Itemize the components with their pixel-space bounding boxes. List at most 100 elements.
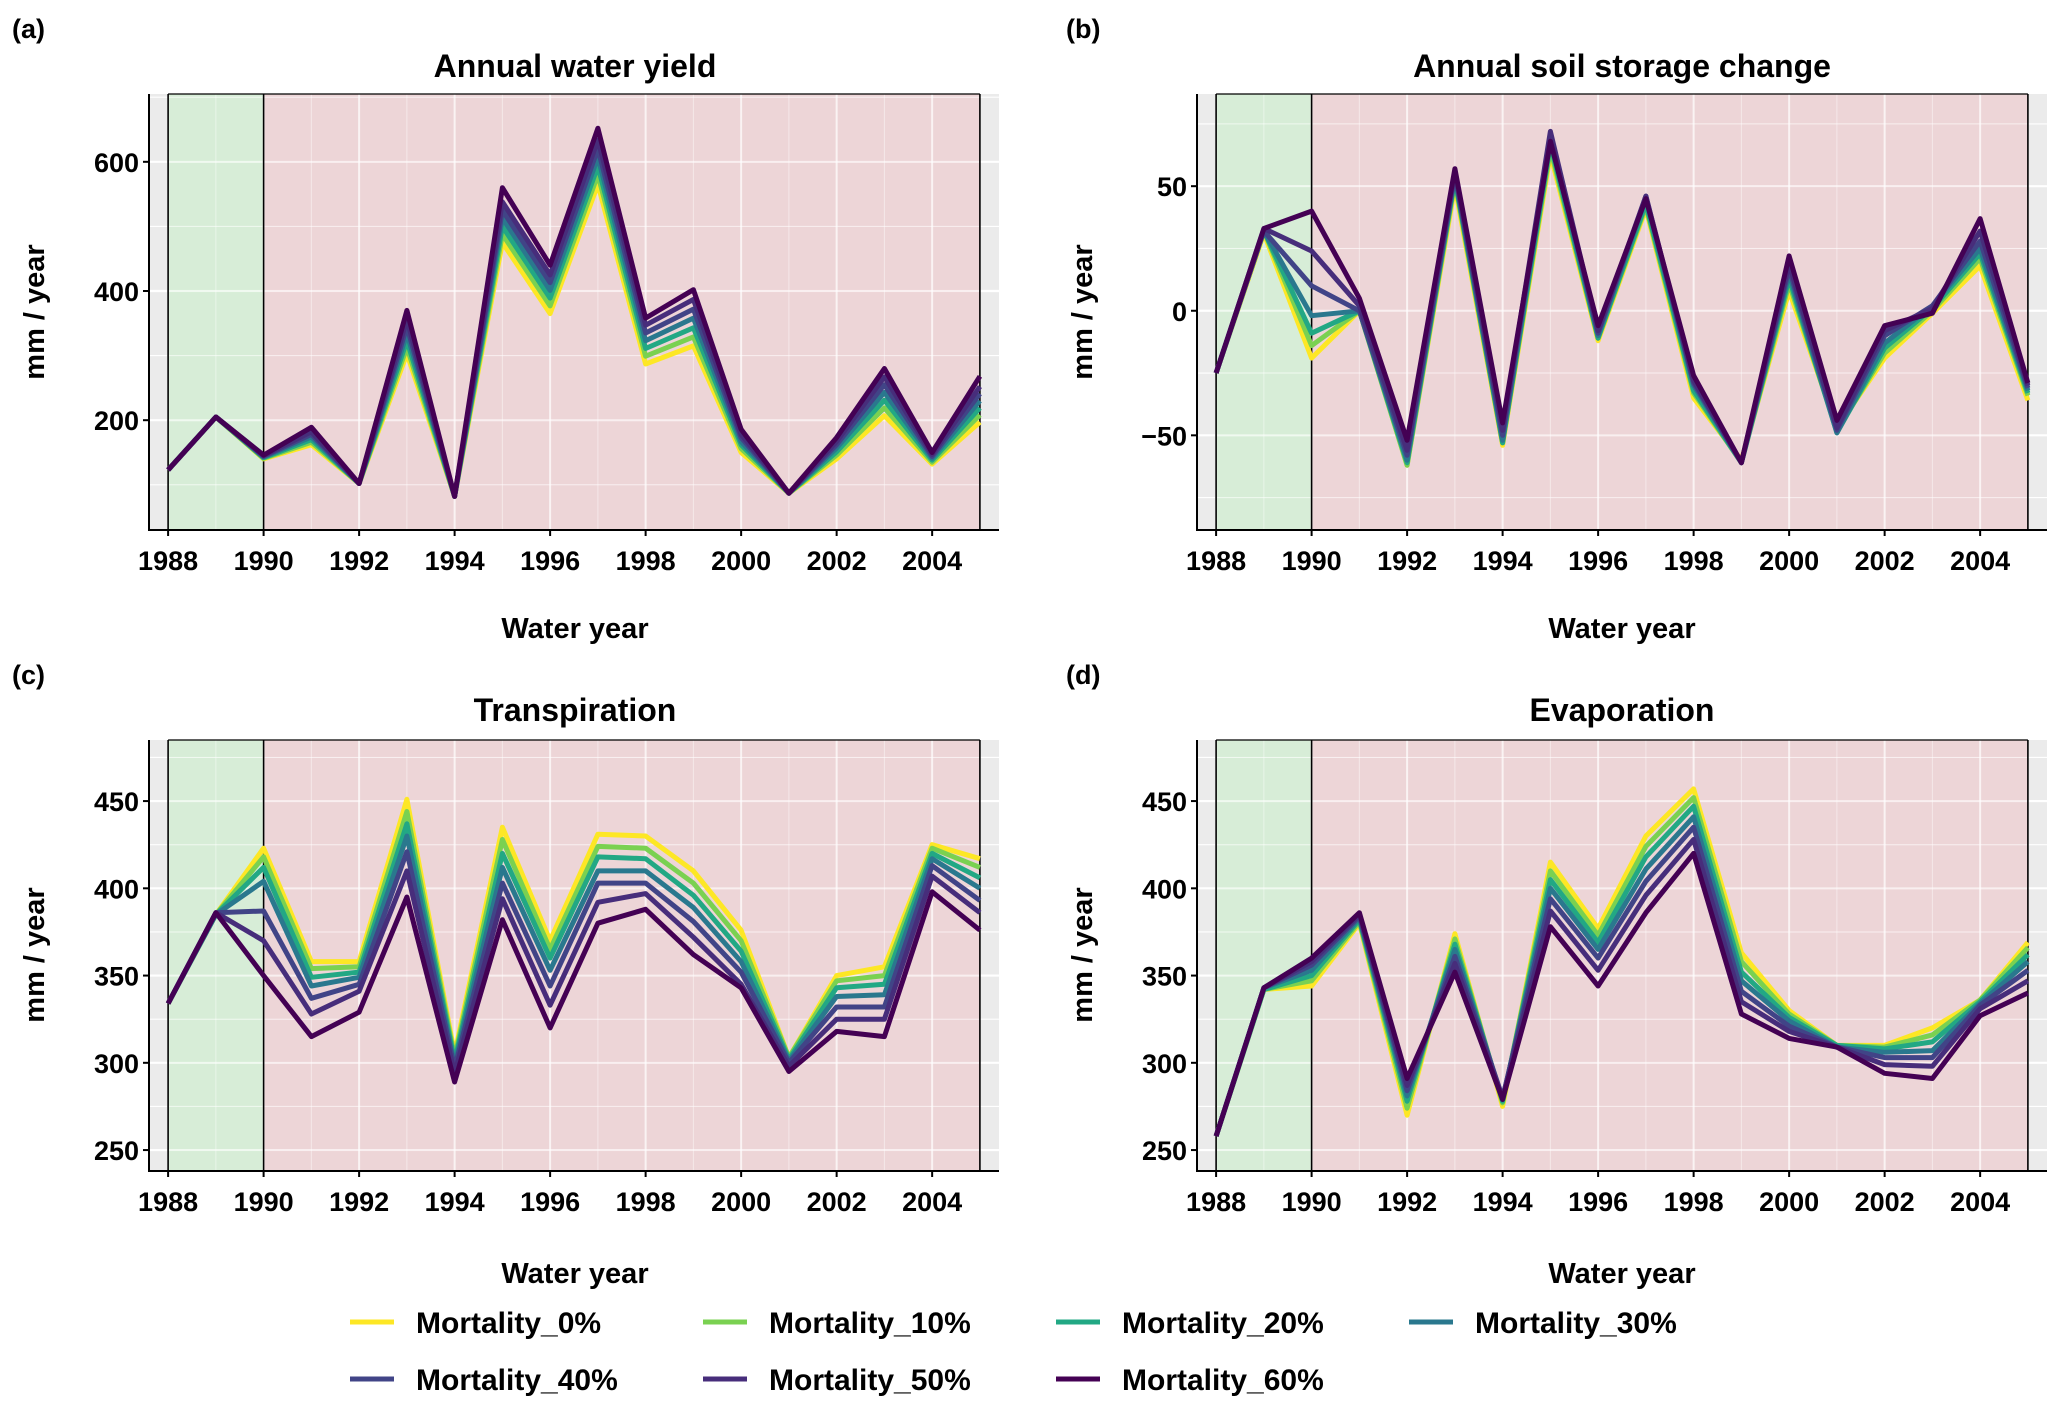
x-tick-label: 2004 <box>1950 1187 2010 1217</box>
x-tick-label: 1998 <box>1664 546 1724 576</box>
panel-c: 250 300 350 400 450 1988 1990 1992 1994 1996 1998 2… <box>12 660 999 1290</box>
chart-title: Annual water yield <box>434 48 717 84</box>
pre-disturbance-shading <box>168 94 264 530</box>
x-tick-label: 1992 <box>1377 546 1437 576</box>
x-tick-label: 2000 <box>711 1187 771 1217</box>
legend-label: Mortality_50% <box>769 1364 971 1397</box>
series-line-mortality_0pct <box>165 796 981 1061</box>
legend-label: Mortality_10% <box>769 1307 971 1340</box>
panel-label: (d) <box>1066 660 1100 690</box>
x-tick-label: 1988 <box>1186 546 1246 576</box>
x-tick-label: 1996 <box>1568 1187 1628 1217</box>
x-axis-label: Water year <box>501 613 648 645</box>
y-axis-label: mm / year <box>19 887 51 1022</box>
x-tick-label: 1992 <box>329 546 389 576</box>
x-tick-label: 1988 <box>1186 1187 1246 1217</box>
y-tick-label: 300 <box>94 1049 139 1079</box>
series-line-mortality_60pct <box>166 125 983 499</box>
series-line-mortality_40pct <box>165 849 982 1071</box>
legend: Mortality_0% Mortality_10% Mortality_20% Mo… <box>350 1307 1677 1397</box>
panel-d: 250 300 350 400 450 1988 1990 1992 1994 1996 1998 2… <box>1066 660 2047 1290</box>
x-tick-label: 2002 <box>1855 1187 1915 1217</box>
x-tick-label: 1990 <box>234 1187 294 1217</box>
y-tick-label: 250 <box>1142 1136 1187 1166</box>
y-tick-label: 450 <box>94 787 139 817</box>
panel-label: (c) <box>12 660 45 690</box>
x-tick-label: 1998 <box>1664 1187 1724 1217</box>
x-tick-label: 1996 <box>520 546 580 576</box>
x-axis-label: Water year <box>1548 1258 1695 1290</box>
y-axis-label: mm / year <box>1067 244 1099 379</box>
y-tick-label: 400 <box>94 874 139 904</box>
series-line-mortality_20pct <box>165 821 982 1064</box>
series-lines <box>1213 128 2031 468</box>
y-tick-label: −50 <box>1141 421 1187 451</box>
x-tick-label: 1994 <box>425 546 485 576</box>
legend-item: Mortality_20% <box>1056 1307 1324 1340</box>
y-tick-label: 450 <box>1142 787 1187 817</box>
series-line-mortality_10pct <box>165 809 981 1061</box>
x-tick-label: 2002 <box>807 546 867 576</box>
x-tick-label: 2000 <box>1759 546 1819 576</box>
series-line-mortality_50pct <box>166 137 982 499</box>
panel-label: (b) <box>1066 14 1100 44</box>
x-tick-label: 1990 <box>234 546 294 576</box>
series-lines <box>166 125 983 499</box>
series-line-mortality_60pct <box>1213 850 2029 1137</box>
x-tick-label: 2000 <box>711 546 771 576</box>
chart-title: Transpiration <box>474 692 677 728</box>
x-tick-label: 2004 <box>902 1187 962 1217</box>
x-tick-label: 1988 <box>138 1187 198 1217</box>
x-axis-label: Water year <box>501 1258 648 1290</box>
legend-label: Mortality_0% <box>416 1307 601 1340</box>
x-tick-label: 1998 <box>616 546 676 576</box>
x-tick-label: 2004 <box>902 546 962 576</box>
x-tick-label: 2000 <box>1759 1187 1819 1217</box>
y-tick-label: 0 <box>1172 297 1187 327</box>
y-tick-label: 600 <box>94 148 139 178</box>
series-line-mortality_60pct <box>165 889 982 1085</box>
legend-label: Mortality_60% <box>1122 1364 1324 1397</box>
x-tick-label: 1998 <box>616 1187 676 1217</box>
legend-label: Mortality_20% <box>1122 1307 1324 1340</box>
x-axis-label: Water year <box>1548 613 1695 645</box>
x-tick-label: 1994 <box>425 1187 485 1217</box>
legend-item: Mortality_10% <box>703 1307 971 1340</box>
x-tick-label: 1992 <box>1377 1187 1437 1217</box>
y-tick-label: 300 <box>1142 1049 1187 1079</box>
x-tick-label: 1996 <box>520 1187 580 1217</box>
panel-a: 200 400 600 1988 1990 1992 1994 1996 1998 2000 200… <box>12 14 999 645</box>
post-disturbance-shading <box>263 94 980 530</box>
y-tick-label: 350 <box>94 962 139 992</box>
x-tick-label: 1990 <box>1282 546 1342 576</box>
x-tick-label: 2002 <box>807 1187 867 1217</box>
x-tick-label: 1994 <box>1473 546 1533 576</box>
pre-disturbance-shading <box>1216 740 1312 1171</box>
legend-item: Mortality_0% <box>350 1307 601 1340</box>
legend-item: Mortality_50% <box>703 1364 971 1397</box>
y-tick-label: 400 <box>1142 874 1187 904</box>
panel-b: −50 0 50 1988 1990 1992 1994 1996 1998 2000 2002 20… <box>1066 14 2047 645</box>
chart-title: Evaporation <box>1530 692 1715 728</box>
y-tick-label: 250 <box>94 1136 139 1166</box>
y-axis-label: mm / year <box>1067 887 1099 1022</box>
chart-title: Annual soil storage change <box>1413 48 1831 84</box>
x-tick-label: 2002 <box>1855 546 1915 576</box>
series-lines <box>165 796 982 1085</box>
x-tick-label: 2004 <box>1950 546 2010 576</box>
legend-item: Mortality_30% <box>1409 1307 1677 1340</box>
series-lines <box>1213 786 2030 1137</box>
y-tick-label: 350 <box>1142 962 1187 992</box>
x-tick-label: 1990 <box>1282 1187 1342 1217</box>
legend-item: Mortality_40% <box>350 1364 618 1397</box>
panel-label: (a) <box>12 14 45 44</box>
series-line-mortality_30pct <box>165 833 982 1068</box>
series-line-mortality_60pct <box>1213 138 2031 466</box>
y-tick-label: 400 <box>94 277 139 307</box>
x-tick-label: 1992 <box>329 1187 389 1217</box>
y-tick-label: 200 <box>94 406 139 436</box>
legend-label: Mortality_40% <box>416 1364 618 1397</box>
x-tick-label: 1996 <box>1568 546 1628 576</box>
x-tick-label: 1994 <box>1473 1187 1533 1217</box>
